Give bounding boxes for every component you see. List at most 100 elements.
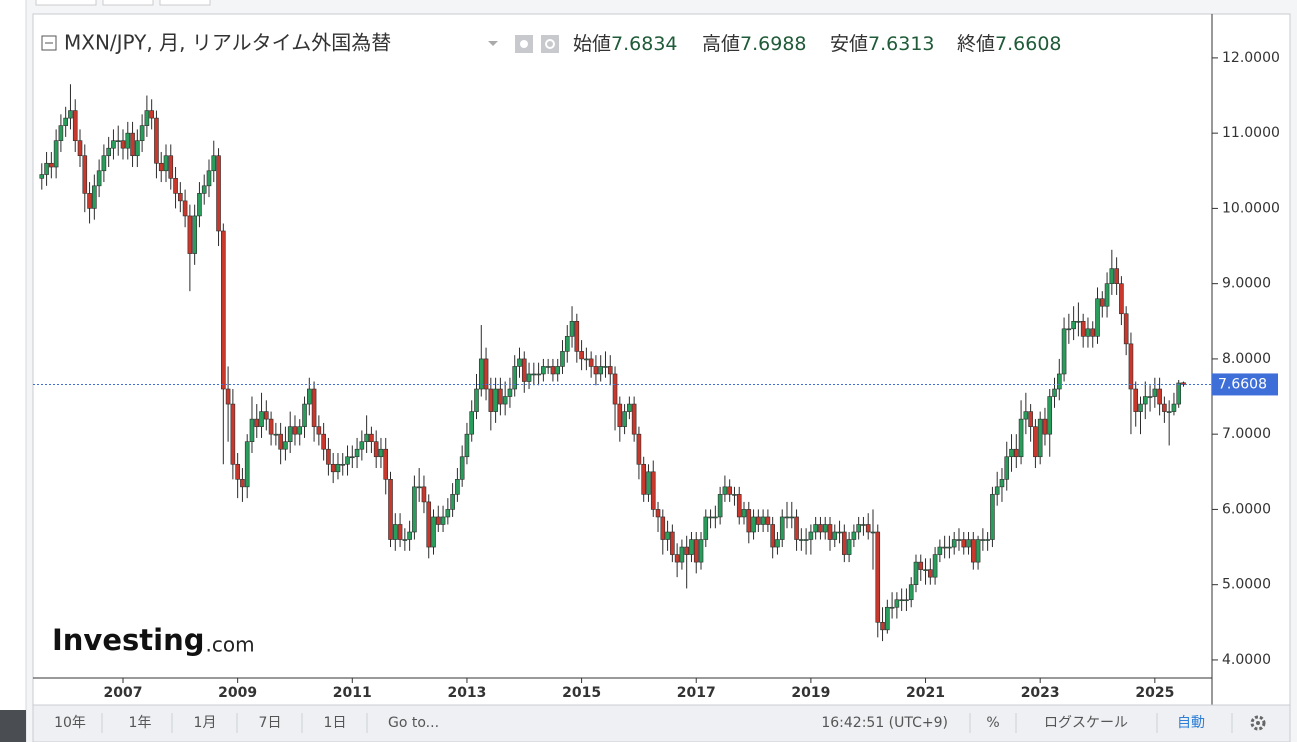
- candle-body: [521, 358, 527, 382]
- candle-body: [316, 426, 322, 435]
- candle-body: [784, 516, 790, 519]
- candle-body: [708, 516, 713, 519]
- percent-button[interactable]: %: [986, 715, 999, 731]
- candle-body: [789, 516, 795, 519]
- candle-body: [756, 516, 761, 525]
- candle-body: [1133, 388, 1139, 412]
- candle-body: [125, 132, 131, 149]
- candle-body: [894, 599, 900, 608]
- candle-body: [96, 170, 102, 187]
- title-dropdown[interactable]: [488, 41, 498, 46]
- candle-body: [794, 516, 799, 540]
- candle-body: [321, 433, 326, 450]
- candle-body: [72, 110, 78, 141]
- candle-body: [435, 516, 441, 525]
- candle-body: [512, 366, 518, 390]
- ohlc-label: 始値: [573, 33, 611, 55]
- candle-body: [154, 117, 159, 164]
- bottom-toolbar: [32, 704, 1291, 742]
- range-button[interactable]: 10年: [54, 715, 86, 731]
- candle-body: [727, 486, 732, 495]
- candle-body: [82, 155, 88, 194]
- candle-body: [617, 403, 623, 427]
- candle-body: [913, 561, 919, 585]
- candle-body: [1080, 320, 1086, 337]
- candle-body: [392, 524, 398, 540]
- candle-body: [483, 358, 489, 390]
- candle-body: [192, 215, 197, 254]
- candle-body: [746, 509, 752, 533]
- candle-body: [182, 200, 188, 217]
- candle-body: [560, 351, 565, 367]
- settings-gear[interactable]: [1250, 715, 1266, 731]
- goto-button[interactable]: Go to...: [388, 715, 439, 731]
- candle-body: [1147, 396, 1153, 398]
- candle-body: [722, 486, 728, 495]
- candle-body: [603, 366, 608, 368]
- candle-body: [378, 448, 384, 458]
- candle-body: [49, 162, 54, 168]
- candle-body: [899, 599, 904, 602]
- candle-body: [775, 539, 780, 548]
- candle-body: [445, 509, 451, 518]
- candle-body: [985, 539, 990, 541]
- x-tick-label: 2021: [906, 685, 945, 701]
- candle-body: [273, 433, 279, 436]
- candle-body: [555, 366, 561, 375]
- candle-body: [598, 366, 604, 375]
- candle-body: [994, 486, 1000, 495]
- candle-body: [799, 539, 804, 541]
- chart-frame: [32, 13, 1291, 706]
- left-gutter: [0, 0, 26, 742]
- candle-body: [464, 433, 470, 458]
- gutter-block: [0, 710, 26, 742]
- candle-body: [1023, 411, 1029, 420]
- candle-body: [163, 155, 169, 172]
- last-price-label: 7.6608: [1218, 376, 1267, 392]
- candle-body: [818, 524, 823, 533]
- candle-body: [870, 531, 876, 534]
- candle-body: [187, 215, 193, 254]
- axes: 4.0000 5.0000 6.0000 7.0000 8.0000 9.0000 10.0…: [104, 50, 1280, 701]
- range-button[interactable]: 1年: [129, 715, 152, 731]
- log-scale-button[interactable]: ログスケール: [1044, 715, 1128, 731]
- candle-body: [861, 524, 866, 526]
- candle-body: [1157, 388, 1162, 405]
- candle-body: [713, 516, 718, 519]
- candle-body: [474, 388, 479, 412]
- candle-body: [1109, 268, 1115, 284]
- candle-body: [407, 531, 412, 540]
- settings-icon-gear: [545, 39, 555, 49]
- candle-body: [1142, 396, 1148, 405]
- candle-body: [211, 155, 217, 172]
- range-button[interactable]: 1月: [194, 715, 217, 731]
- candle-body: [827, 524, 833, 540]
- x-tick-label: 2025: [1135, 685, 1174, 701]
- ohlc-high: 高値7.6988: [702, 33, 807, 55]
- range-button[interactable]: 1日: [324, 715, 347, 731]
- top-tab: [102, 0, 154, 6]
- auto-scale-button[interactable]: 自動: [1177, 715, 1205, 731]
- candle-body: [517, 358, 522, 367]
- candle-body: [928, 569, 933, 578]
- candle-body: [813, 524, 818, 533]
- candle-body: [311, 388, 317, 427]
- candle-body: [564, 336, 570, 352]
- candle-body: [541, 366, 546, 375]
- candle-body: [158, 162, 164, 172]
- candle-body: [584, 358, 589, 361]
- candle-body: [450, 494, 455, 510]
- candle-body: [760, 516, 766, 525]
- candle-body: [330, 463, 336, 473]
- candle-body: [889, 606, 895, 609]
- candle-body: [302, 403, 307, 427]
- candle-body: [63, 117, 68, 126]
- candle-body: [416, 486, 422, 489]
- candle-body: [751, 516, 756, 533]
- settings-icon[interactable]: [541, 35, 559, 53]
- candle-body: [904, 599, 909, 602]
- chart-title: MXN/JPY, 月, リアルタイム外国為替: [64, 31, 391, 55]
- candle-body: [770, 524, 775, 548]
- candle-body: [660, 516, 666, 540]
- range-button[interactable]: 7日: [259, 715, 282, 731]
